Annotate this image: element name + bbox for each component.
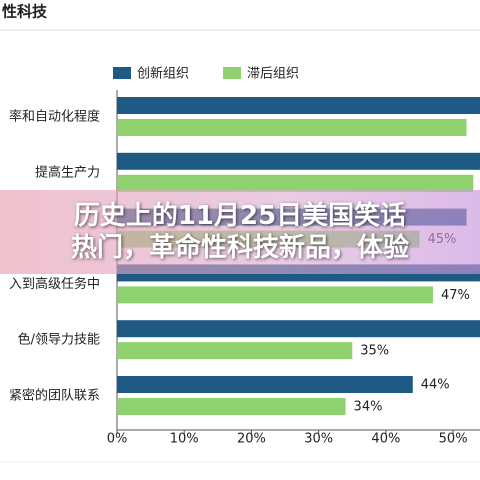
y-tick-label: 紧密的团队联系 [9, 388, 100, 404]
bar [117, 342, 353, 360]
y-tick-label: 提高生产力 [35, 164, 100, 180]
legend-swatch [113, 67, 131, 79]
x-tick-label: 40% [371, 432, 400, 447]
bar [117, 152, 480, 170]
y-tick-label: 色/领导力技能 [18, 332, 100, 348]
bar [117, 174, 474, 192]
value-label: 44% [421, 378, 450, 393]
x-tick-label: 10% [170, 432, 199, 447]
x-tick-label: 0% [107, 432, 128, 447]
legend-label: 创新组织 [137, 66, 189, 82]
chart-title: 性科技 [2, 3, 48, 21]
bar [117, 286, 433, 304]
value-label: 47% [441, 288, 470, 303]
overlay-line: 历史上的11月25日美国笑话 [73, 201, 407, 231]
bar [117, 398, 346, 415]
value-label: 35% [360, 344, 389, 359]
x-tick-label: 50% [439, 432, 468, 447]
bar [117, 320, 480, 338]
bar [117, 376, 413, 393]
bar [117, 97, 480, 114]
overlay-line: 热门，革命性科技新品，体验 [70, 233, 409, 263]
bar [117, 119, 467, 136]
x-tick-label: 30% [304, 432, 333, 447]
y-tick-label: 率和自动化程度 [9, 109, 100, 125]
legend-label: 滞后组织 [247, 67, 299, 82]
value-label: 34% [354, 400, 383, 415]
overlay-banner: 历史上的11月25日美国笑话 热门，革命性科技新品，体验 [0, 190, 480, 274]
x-tick-label: 20% [237, 432, 266, 447]
legend-swatch [223, 67, 241, 79]
y-tick-label: 入到高级任务中 [9, 276, 100, 292]
